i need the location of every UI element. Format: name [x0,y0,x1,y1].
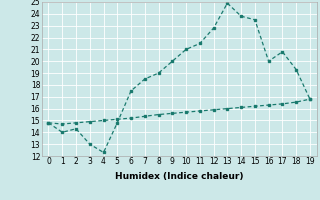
X-axis label: Humidex (Indice chaleur): Humidex (Indice chaleur) [115,172,244,181]
